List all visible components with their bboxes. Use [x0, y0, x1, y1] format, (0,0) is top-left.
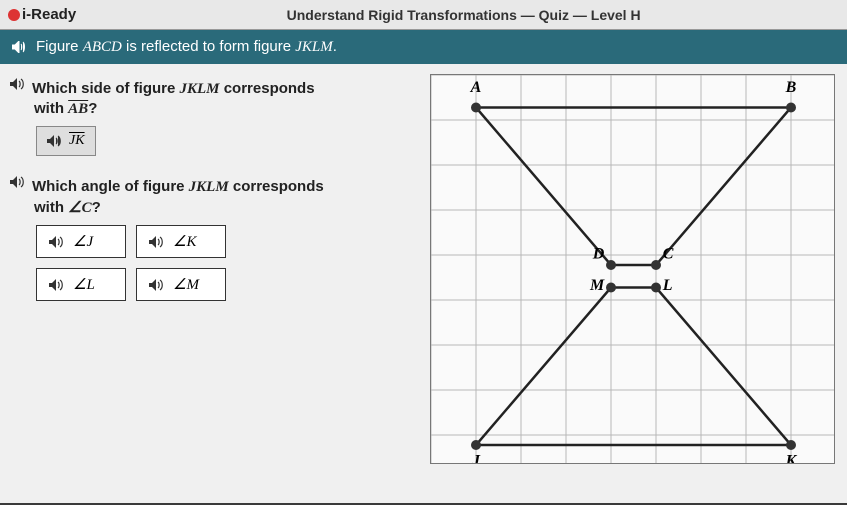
questions-column: Which side of figure JKLM corresponds wi… [0, 64, 430, 503]
page-title: Understand Rigid Transformations — Quiz … [88, 7, 839, 23]
instruction-text: Figure ABCD is reflected to form figure … [36, 38, 337, 56]
speaker-icon [49, 236, 65, 248]
svg-text:M: M [589, 277, 605, 294]
instruction-bar: Figure ABCD is reflected to form figure … [0, 30, 847, 64]
logo-text: i-Ready [22, 6, 76, 23]
q1-answer-text: JK [69, 133, 85, 149]
svg-text:D: D [592, 245, 605, 262]
option-angle-m[interactable]: ∠M [136, 268, 226, 301]
svg-text:C: C [663, 245, 674, 262]
question-2: Which angle of figure JKLM corresponds w… [10, 176, 420, 301]
svg-text:A: A [470, 79, 482, 96]
svg-text:L: L [662, 277, 673, 294]
speaker-icon[interactable] [47, 135, 63, 147]
diagram-column: A B C DM L J K [430, 64, 847, 503]
speaker-icon [149, 279, 165, 291]
q1-answer-chip: JK [36, 126, 96, 156]
question-1: Which side of figure JKLM corresponds wi… [10, 78, 420, 156]
q1-line2: with AB? [34, 100, 420, 118]
speaker-icon [49, 279, 65, 291]
q2-line2: with ∠C? [34, 198, 420, 217]
speaker-icon[interactable] [10, 176, 26, 188]
svg-text:J: J [471, 452, 481, 464]
speaker-icon [149, 236, 165, 248]
speaker-icon[interactable] [10, 78, 26, 90]
svg-text:K: K [785, 452, 798, 464]
option-angle-k[interactable]: ∠K [136, 225, 226, 258]
main-content: Which side of figure JKLM corresponds wi… [0, 64, 847, 503]
speaker-icon[interactable] [12, 41, 28, 53]
q2-line1: Which angle of figure JKLM corresponds [32, 176, 324, 198]
option-angle-l[interactable]: ∠L [36, 268, 126, 301]
geometry-diagram: A B C DM L J K [430, 74, 835, 464]
svg-text:B: B [785, 79, 797, 96]
q1-line1: Which side of figure JKLM corresponds [32, 78, 315, 100]
app-logo: i-Ready [8, 6, 76, 23]
app-header: i-Ready Understand Rigid Transformations… [0, 0, 847, 30]
option-angle-j[interactable]: ∠J [36, 225, 126, 258]
logo-dot-icon [8, 9, 20, 21]
